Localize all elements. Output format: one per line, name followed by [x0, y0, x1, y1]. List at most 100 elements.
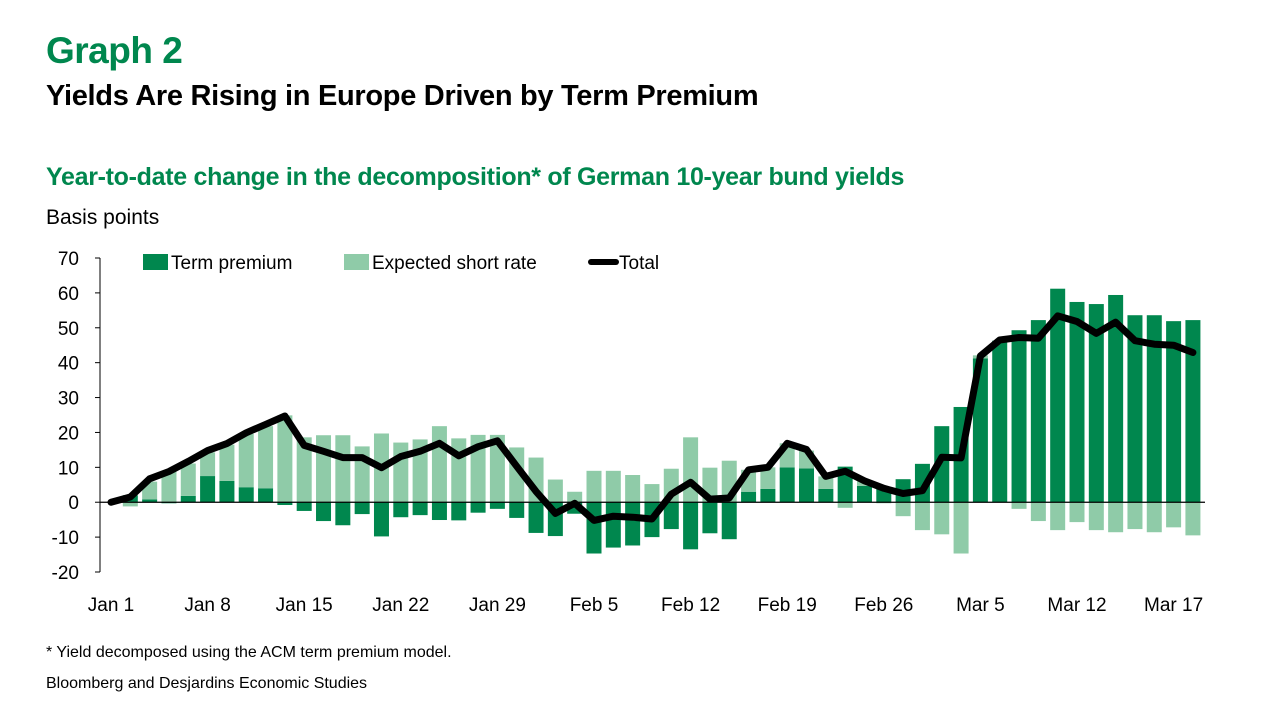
bar-expected-short-rate: [1127, 502, 1143, 530]
y-tick-label: 40: [58, 354, 79, 375]
bar-expected-short-rate: [644, 484, 660, 503]
x-tick-label: Jan 22: [372, 595, 429, 616]
bar-expected-short-rate: [219, 444, 235, 481]
bar-expected-short-rate: [277, 415, 293, 503]
y-tick-label: 10: [58, 458, 79, 479]
footnote: * Yield decomposed using the ACM term pr…: [46, 644, 452, 661]
bar-term-premium: [721, 502, 737, 540]
bar-expected-short-rate: [1166, 502, 1182, 528]
bar-term-premium: [567, 502, 583, 514]
bar-term-premium: [1146, 315, 1162, 503]
bar-term-premium: [1108, 294, 1124, 503]
bar-term-premium: [663, 502, 679, 530]
y-tick-label: -20: [52, 563, 79, 584]
bar-expected-short-rate: [1185, 502, 1201, 536]
bar-expected-short-rate: [161, 471, 177, 503]
bar-term-premium: [760, 488, 776, 503]
bar-term-premium: [296, 502, 312, 511]
bar-expected-short-rate: [760, 467, 776, 489]
legend-swatch-term-premium: [143, 254, 168, 270]
bar-term-premium: [683, 502, 699, 550]
x-tick-label: Feb 12: [661, 595, 720, 616]
x-tick-label: Feb 26: [854, 595, 913, 616]
bar-expected-short-rate: [547, 479, 563, 503]
bar-expected-short-rate: [1146, 502, 1162, 533]
y-tick-label: 70: [58, 249, 79, 270]
bar-expected-short-rate: [934, 502, 950, 535]
x-tick-label: Mar 12: [1047, 595, 1106, 616]
bar-expected-short-rate: [1108, 502, 1124, 533]
bar-expected-short-rate: [837, 502, 853, 508]
bar-term-premium: [142, 499, 158, 503]
legend-swatch-expected-short-rate: [344, 254, 369, 270]
bar-expected-short-rate: [818, 476, 834, 489]
bar-term-premium: [393, 502, 409, 518]
x-tick-label: Mar 5: [956, 595, 1005, 616]
x-tick-label: Jan 1: [88, 595, 134, 616]
x-tick-label: Mar 17: [1144, 595, 1203, 616]
bar-term-premium: [1050, 288, 1066, 503]
bar-term-premium: [489, 502, 505, 509]
bar-term-premium: [741, 491, 757, 503]
y-tick-label: 60: [58, 284, 79, 305]
bar-expected-short-rate: [953, 502, 969, 554]
bar-term-premium: [219, 480, 235, 503]
bar-term-premium: [856, 485, 872, 503]
bar-expected-short-rate: [335, 435, 351, 503]
bar-term-premium: [470, 502, 486, 513]
legend-label-term-premium: Term premium: [171, 253, 292, 274]
y-tick-label: 0: [68, 493, 79, 514]
bar-term-premium: [702, 502, 718, 534]
bar-term-premium: [373, 502, 389, 537]
bar-expected-short-rate: [625, 475, 641, 503]
bar-term-premium: [258, 488, 274, 503]
axes-layer: [99, 258, 1205, 572]
bar-term-premium: [277, 502, 293, 506]
bar-expected-short-rate: [451, 438, 467, 503]
bar-term-premium: [1088, 304, 1104, 503]
bar-term-premium: [779, 467, 795, 503]
bar-expected-short-rate: [200, 452, 216, 477]
source-note: Bloomberg and Desjardins Economic Studie…: [46, 675, 368, 692]
bar-term-premium: [200, 476, 216, 503]
bar-expected-short-rate: [238, 433, 254, 488]
bar-term-premium: [1185, 320, 1201, 503]
bar-term-premium: [1127, 315, 1143, 503]
y-tick-label: 50: [58, 319, 79, 340]
bar-expected-short-rate: [431, 426, 447, 503]
bar-term-premium: [451, 502, 467, 521]
bar-term-premium: [1166, 321, 1182, 503]
bar-term-premium: [412, 502, 428, 516]
bar-term-premium: [528, 502, 544, 533]
bar-expected-short-rate: [1030, 502, 1046, 522]
total-series-line: [107, 312, 1197, 524]
bar-term-premium: [1030, 320, 1046, 503]
graph-number: Graph 2: [46, 30, 183, 71]
bar-term-premium: [238, 487, 254, 503]
legend-label-expected-short-rate: Expected short rate: [372, 253, 537, 274]
y-tick-label: -10: [52, 528, 79, 549]
bar-term-premium: [180, 495, 196, 503]
chart-title: Year-to-date change in the decomposition…: [46, 163, 905, 191]
bar-expected-short-rate: [296, 437, 312, 503]
bar-expected-short-rate: [895, 502, 911, 517]
bar-expected-short-rate: [1088, 502, 1104, 531]
bar-expected-short-rate: [316, 435, 332, 503]
bar-expected-short-rate: [605, 470, 621, 503]
bar-expected-short-rate: [914, 502, 930, 531]
page-title: Yields Are Rising in Europe Driven by Te…: [46, 80, 759, 112]
bar-expected-short-rate: [586, 470, 602, 503]
y-axis-label: Basis points: [46, 206, 160, 229]
bar-expected-short-rate: [1050, 502, 1066, 531]
bar-term-premium: [335, 502, 351, 526]
bar-term-premium: [354, 502, 370, 515]
bar-term-premium: [509, 502, 525, 518]
bar-expected-short-rate: [1069, 502, 1085, 523]
bar-term-premium: [605, 502, 621, 548]
bar-term-premium: [625, 502, 641, 546]
bar-term-premium: [992, 340, 1008, 503]
bar-term-premium: [818, 488, 834, 503]
bar-expected-short-rate: [489, 434, 505, 503]
x-tick-label: Jan 29: [469, 595, 526, 616]
